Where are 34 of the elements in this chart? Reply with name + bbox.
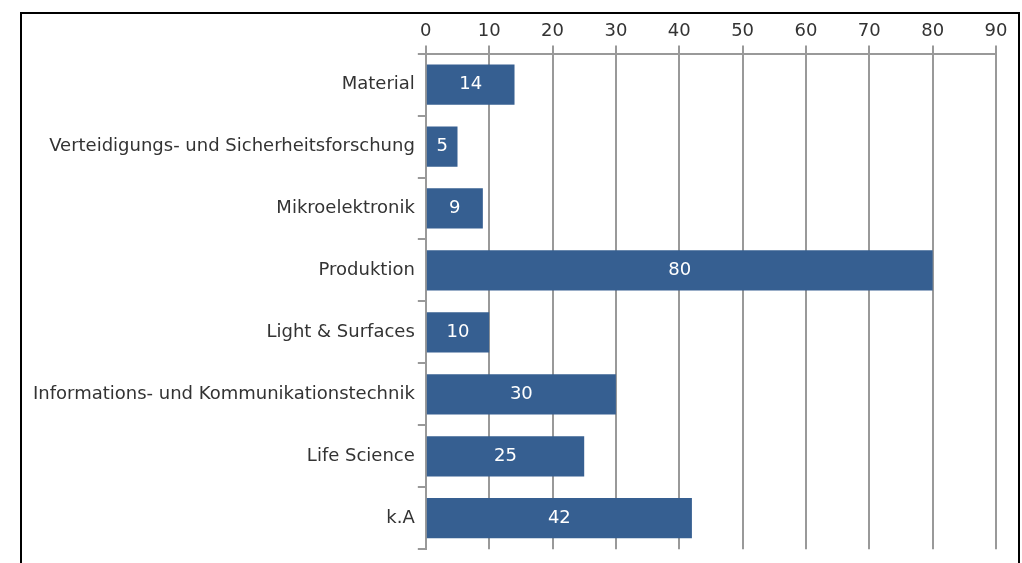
- data-label: 14: [459, 72, 483, 94]
- x-tick-label: 0: [420, 19, 432, 41]
- x-tick-label: 60: [794, 19, 818, 41]
- y-tick-label: Material: [341, 72, 415, 94]
- data-label: 80: [668, 258, 692, 280]
- y-tick-label: Produktion: [318, 258, 415, 280]
- bar: [426, 64, 515, 105]
- data-label: 30: [509, 382, 533, 403]
- y-tick-label: Informations- und Kommunikationstechnik: [33, 382, 416, 403]
- data-label: 42: [547, 505, 571, 527]
- y-tick-label: Light & Surfaces: [266, 320, 415, 342]
- x-tick-label: 10: [477, 19, 501, 41]
- y-tick-label: Life Science: [306, 443, 415, 465]
- y-tick-label: Mikroelektronik: [276, 196, 416, 218]
- x-tick-label: 20: [541, 19, 564, 41]
- x-tick-label: 40: [667, 19, 691, 41]
- y-tick-label: Verteidigungs- und Sicherheitsforschung: [49, 134, 415, 156]
- data-label: 10: [446, 320, 470, 342]
- x-tick-label: 70: [857, 19, 881, 41]
- x-tick-label: 30: [604, 19, 628, 41]
- y-tick-label: k.A: [386, 505, 416, 527]
- bar: [426, 312, 490, 353]
- data-label: 5: [436, 134, 448, 156]
- bar: [426, 188, 483, 229]
- bar: [426, 126, 458, 167]
- bar: [426, 250, 933, 291]
- bar: [426, 374, 616, 415]
- bar: [426, 436, 585, 477]
- x-tick-label: 90: [984, 19, 1008, 41]
- data-label: 25: [494, 443, 517, 465]
- bar: [426, 498, 692, 539]
- x-tick-label: 50: [731, 19, 755, 41]
- data-label: 9: [449, 196, 461, 218]
- x-tick-label: 80: [921, 19, 945, 41]
